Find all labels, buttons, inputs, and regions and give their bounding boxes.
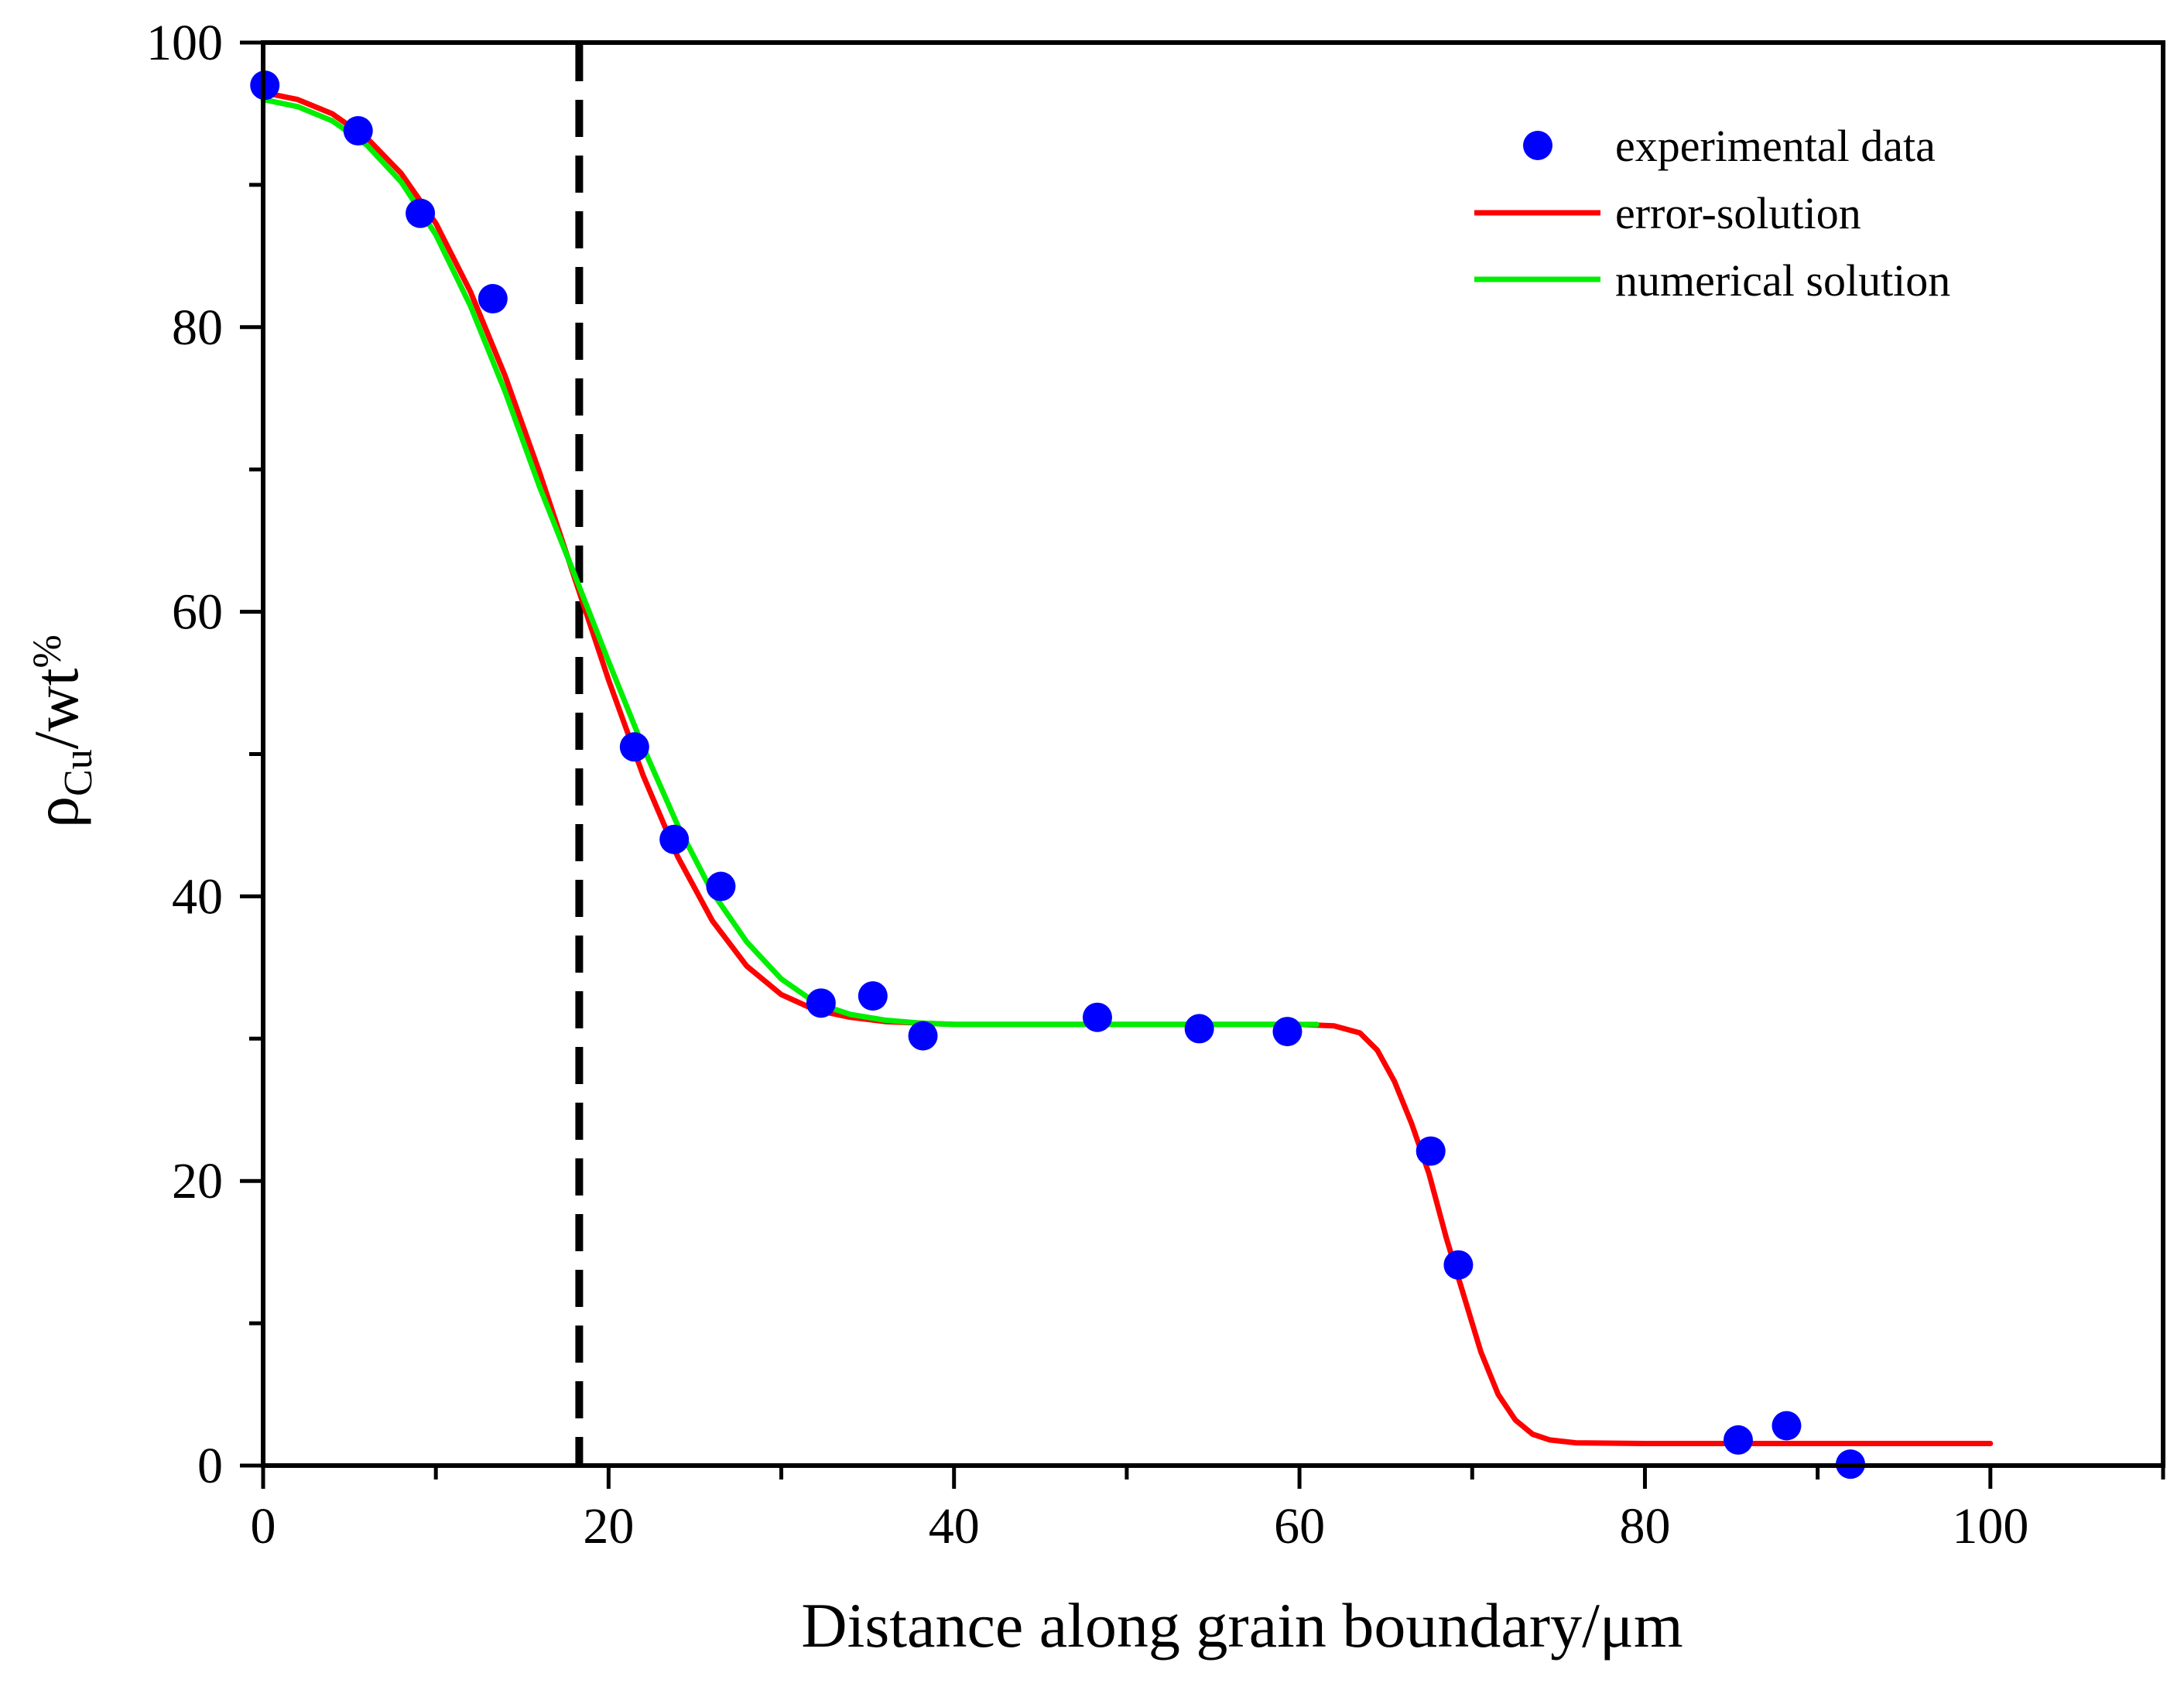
data-point-16 xyxy=(1723,1425,1753,1455)
data-point-12 xyxy=(1184,1014,1214,1044)
legend: experimental data error-solution numeric… xyxy=(1474,121,1950,306)
data-point-9 xyxy=(858,981,888,1011)
axes: 0 20 40 60 80 100 0 20 40 60 80 100 xyxy=(146,15,2165,1555)
y-axis-title-symbol: ρ xyxy=(21,796,91,828)
y-axis-title-unit: /wt xyxy=(21,668,91,749)
data-point-15 xyxy=(1443,1250,1474,1280)
legend-label-error: error-solution xyxy=(1615,188,1861,238)
x-tick-label: 60 xyxy=(1274,1498,1325,1555)
data-point-5 xyxy=(619,732,649,762)
legend-label-experimental: experimental data xyxy=(1615,121,1936,171)
data-point-3 xyxy=(406,198,436,228)
plot-area xyxy=(250,44,1994,1479)
x-tick-label: 100 xyxy=(1952,1498,2028,1555)
data-point-14 xyxy=(1415,1136,1446,1166)
y-tick-label: 0 xyxy=(197,1438,223,1494)
x-tick-label: 80 xyxy=(1619,1498,1670,1555)
data-point-13 xyxy=(1272,1017,1303,1047)
data-point-11 xyxy=(1082,1002,1112,1032)
y-axis-title: ρCu/wt% xyxy=(21,635,101,828)
data-point-4 xyxy=(478,284,508,314)
data-point-6 xyxy=(659,824,690,854)
y-tick-label: 40 xyxy=(172,868,223,925)
data-point-17 xyxy=(1772,1411,1802,1441)
x-tick-label: 0 xyxy=(251,1498,276,1555)
data-point-2 xyxy=(343,116,373,146)
x-axis-title: Distance along grain boundary/μm xyxy=(801,1590,1683,1661)
legend-label-numerical: numerical solution xyxy=(1615,255,1950,306)
x-tick-label: 20 xyxy=(583,1498,634,1555)
y-tick-label: 100 xyxy=(146,15,223,71)
y-tick-label: 20 xyxy=(172,1153,223,1209)
x-tick-label: 40 xyxy=(929,1498,980,1555)
data-point-7 xyxy=(706,871,736,901)
data-point-8 xyxy=(806,988,836,1018)
legend-marker-experimental xyxy=(1523,131,1552,160)
y-tick-label: 60 xyxy=(172,584,223,641)
y-axis-title-percent: % xyxy=(26,635,70,668)
y-axis-title-subscript: Cu xyxy=(56,749,101,796)
series-line-numerical-solution xyxy=(260,97,1320,1028)
y-tick-label: 80 xyxy=(172,299,223,356)
data-point-10 xyxy=(908,1021,938,1051)
